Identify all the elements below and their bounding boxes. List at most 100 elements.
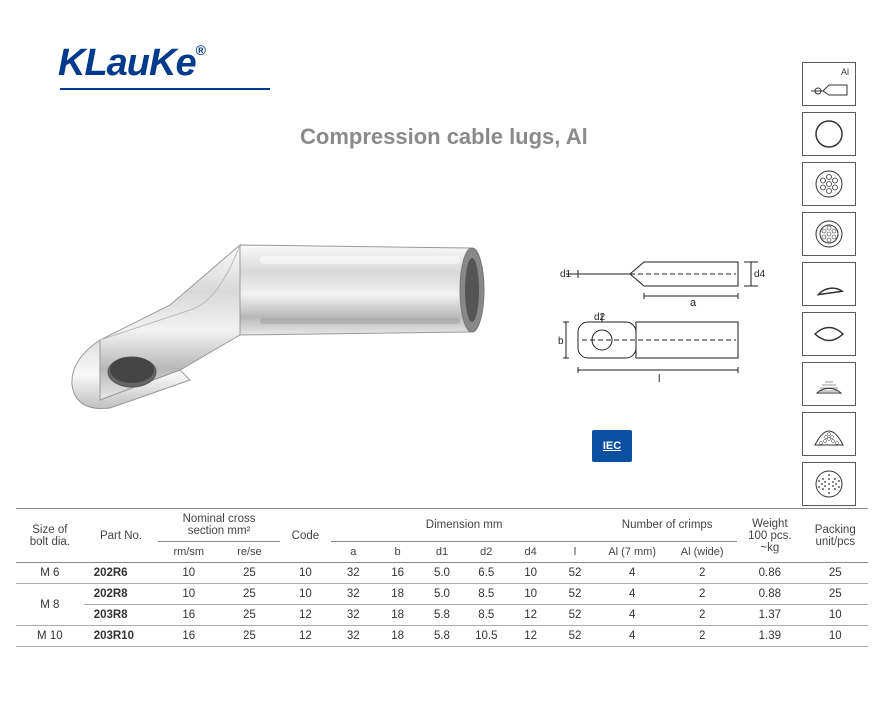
- cell-d1: 5.0: [420, 584, 464, 605]
- cell-re: 25: [219, 626, 280, 647]
- hdr-d4: d4: [508, 542, 552, 563]
- cell-a: 32: [331, 563, 375, 584]
- table-row: M 6202R610251032165.06.51052420.8625: [16, 563, 868, 584]
- cell-code: 12: [280, 626, 331, 647]
- cell-part: 203R8: [84, 605, 159, 626]
- cell-re: 25: [219, 605, 280, 626]
- cell-b: 18: [375, 605, 419, 626]
- icon-al-lug: Al: [802, 62, 856, 106]
- cell-bolt: M 10: [16, 626, 84, 647]
- cell-alw: 2: [667, 563, 737, 584]
- cell-l: 52: [553, 626, 597, 647]
- cell-pk: 10: [803, 605, 868, 626]
- dim-d4: d4: [754, 269, 766, 280]
- cell-d1: 5.0: [420, 563, 464, 584]
- dim-a: a: [690, 297, 697, 309]
- cell-part: 202R6: [84, 563, 159, 584]
- table-row: 203R816251232185.88.51252421.3710: [16, 605, 868, 626]
- icon-circle: [802, 112, 856, 156]
- cell-b: 18: [375, 584, 419, 605]
- hdr-code: Code: [280, 509, 331, 563]
- dimension-diagram: a d4 d1 l b d2: [558, 256, 768, 386]
- hdr-packing: Packing unit/pcs: [803, 509, 868, 563]
- cell-bolt: M 6: [16, 563, 84, 584]
- cell-wt: 1.37: [737, 605, 802, 626]
- hdr-l: l: [553, 542, 597, 563]
- brand-reg: ®: [196, 42, 205, 58]
- hdr-d2: d2: [464, 542, 508, 563]
- cell-wt: 0.88: [737, 584, 802, 605]
- brand-logo: KLauKe®: [58, 42, 205, 85]
- cell-code: 10: [280, 563, 331, 584]
- cell-d1: 5.8: [420, 626, 464, 647]
- cell-al7: 4: [597, 563, 667, 584]
- hdr-rese: re/se: [219, 542, 280, 563]
- icon-oval: [802, 312, 856, 356]
- hdr-a: a: [331, 542, 375, 563]
- page-title: Compression cable lugs, Al: [300, 124, 588, 150]
- hdr-nominal: Nominal cross section mm²: [158, 509, 279, 542]
- spec-table-body: M 6202R610251032165.06.51052420.8625M 82…: [16, 563, 868, 647]
- cell-l: 52: [553, 563, 597, 584]
- brand-name: KLauKe: [58, 42, 196, 84]
- cell-b: 16: [375, 563, 419, 584]
- cell-d2: 8.5: [464, 605, 508, 626]
- iec-badge: IEC: [592, 430, 632, 462]
- cell-re: 25: [219, 584, 280, 605]
- hdr-weight: Weight 100 pcs. ~kg: [737, 509, 802, 563]
- svg-text:Al: Al: [841, 67, 849, 77]
- hdr-part: Part No.: [84, 509, 159, 563]
- cell-d2: 10.5: [464, 626, 508, 647]
- cell-bolt: M 8: [16, 584, 84, 626]
- cell-re: 25: [219, 563, 280, 584]
- cell-d4: 10: [508, 563, 552, 584]
- cell-l: 52: [553, 584, 597, 605]
- dim-d2: d2: [594, 312, 606, 323]
- cell-pk: 25: [803, 584, 868, 605]
- cell-code: 10: [280, 584, 331, 605]
- cell-al7: 4: [597, 626, 667, 647]
- icon-stranded-ring: [802, 212, 856, 256]
- hdr-d1: d1: [420, 542, 464, 563]
- cell-rm: 10: [158, 584, 219, 605]
- cell-alw: 2: [667, 626, 737, 647]
- cell-rm: 16: [158, 605, 219, 626]
- cell-a: 32: [331, 626, 375, 647]
- cell-d4: 12: [508, 605, 552, 626]
- cell-alw: 2: [667, 584, 737, 605]
- hdr-dim: Dimension mm: [331, 509, 597, 542]
- cell-pk: 10: [803, 626, 868, 647]
- hdr-bolt: Size of bolt dia.: [16, 509, 84, 563]
- hdr-crimps: Number of crimps: [597, 509, 737, 542]
- cell-l: 52: [553, 605, 597, 626]
- dim-d1: d1: [560, 269, 572, 280]
- cell-a: 32: [331, 605, 375, 626]
- dim-l: l: [658, 373, 660, 385]
- icon-fine-strand: [802, 462, 856, 506]
- cell-part: 203R10: [84, 626, 159, 647]
- icon-stranded: [802, 162, 856, 206]
- cell-part: 202R8: [84, 584, 159, 605]
- hdr-al7: Al (7 mm): [597, 542, 667, 563]
- icon-column: Al: [802, 62, 856, 506]
- hdr-rmsm: rm/sm: [158, 542, 219, 563]
- table-row: M 10203R1016251232185.810.51252421.3910: [16, 626, 868, 647]
- cell-code: 12: [280, 605, 331, 626]
- cell-al7: 4: [597, 584, 667, 605]
- table-row: M 8202R810251032185.08.51052420.8825: [16, 584, 868, 605]
- cell-d2: 8.5: [464, 584, 508, 605]
- spec-table: Size of bolt dia. Part No. Nominal cross…: [16, 508, 868, 647]
- cell-d1: 5.8: [420, 605, 464, 626]
- cell-b: 18: [375, 626, 419, 647]
- cell-wt: 0.86: [737, 563, 802, 584]
- brand-underline: [60, 88, 270, 90]
- cell-alw: 2: [667, 605, 737, 626]
- dim-b: b: [558, 336, 564, 347]
- cell-a: 32: [331, 584, 375, 605]
- hdr-b: b: [375, 542, 419, 563]
- cell-d4: 12: [508, 626, 552, 647]
- cell-al7: 4: [597, 605, 667, 626]
- cell-d2: 6.5: [464, 563, 508, 584]
- icon-fan-strand: [802, 412, 856, 456]
- cell-rm: 16: [158, 626, 219, 647]
